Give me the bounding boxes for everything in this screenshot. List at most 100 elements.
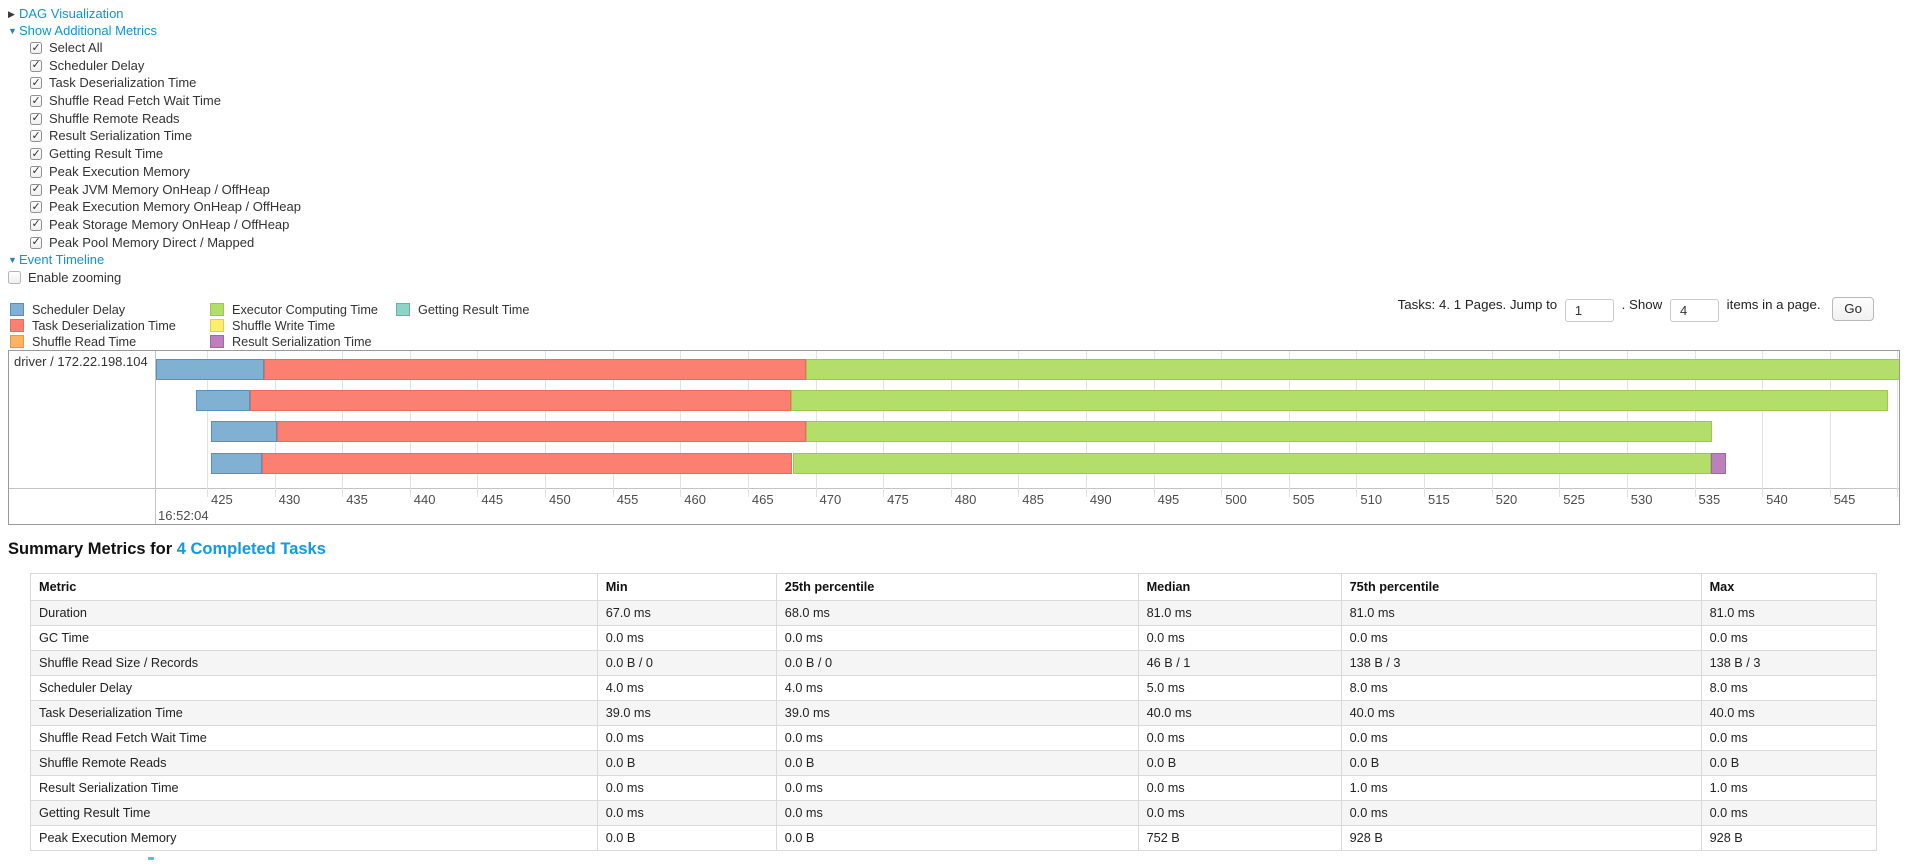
metric-value-cell: 67.0 ms xyxy=(596,600,777,626)
metric-value-cell: 138 B / 3 xyxy=(1340,650,1702,676)
task-bar-segment-executor_computing[interactable] xyxy=(806,359,1899,380)
checkbox-peak-storage-memory-onheap-offheap[interactable] xyxy=(30,217,42,232)
axis-tick-label: 520 xyxy=(1495,492,1518,507)
clipped-link-fragment xyxy=(148,857,154,860)
summary-table-row: Scheduler Delay 4.0 ms 4.0 ms 5.0 ms 8.0 ms 8… xyxy=(30,675,1878,701)
metric-value-cell: 928 B xyxy=(1340,825,1702,851)
summary-table-row: Shuffle Read Fetch Wait Time 0.0 ms 0.0 ms… xyxy=(30,725,1878,751)
task-bar-segment-task_deserialization[interactable] xyxy=(277,421,806,442)
metric-checkbox-row: Task Deserialization Time xyxy=(30,75,301,93)
metric-value-cell: 0.0 B xyxy=(1137,750,1342,776)
checkbox-label: Result Serialization Time xyxy=(49,128,193,144)
checkbox-shuffle-remote-reads[interactable] xyxy=(30,111,42,126)
checkbox-peak-execution-memory-onheap-offheap[interactable] xyxy=(30,200,42,215)
metric-value-cell: 8.0 ms xyxy=(1700,675,1878,701)
jump-to-page-input[interactable] xyxy=(1564,299,1614,322)
task-bar-segment-executor_computing[interactable] xyxy=(806,421,1712,442)
task-bar-segment-task_deserialization[interactable] xyxy=(250,390,792,411)
summary-table-row: Shuffle Read Size / Records 0.0 B / 0 0.0 … xyxy=(30,650,1878,676)
checkbox-scheduler-delay[interactable] xyxy=(30,58,42,73)
summary-table-row: Task Deserialization Time 39.0 ms 39.0 ms 4… xyxy=(30,700,1878,726)
checkbox-label: Peak JVM Memory OnHeap / OffHeap xyxy=(49,181,270,197)
metric-value-cell: 40.0 ms xyxy=(1137,700,1342,726)
metric-value-cell: 0.0 ms xyxy=(596,625,777,651)
enable-zooming-label: Enable zooming xyxy=(28,270,122,286)
task-bar-segment-scheduler_delay[interactable] xyxy=(156,359,264,380)
items-per-page-input[interactable] xyxy=(1669,299,1719,322)
show-additional-metrics-link[interactable]: Show Additional Metrics xyxy=(19,23,158,38)
metric-checkbox-row: Shuffle Remote Reads xyxy=(30,111,301,129)
checkbox-select-all[interactable] xyxy=(30,41,42,56)
chevron-down-icon: ▼ xyxy=(8,255,17,266)
task-bar-segment-result_serialization[interactable] xyxy=(1710,453,1726,474)
checkbox-shuffle-read-fetch-wait-time[interactable] xyxy=(30,94,42,109)
show-additional-metrics-toggle[interactable]: ▼ Show Additional Metrics xyxy=(8,23,301,40)
checkbox-label: Peak Execution Memory OnHeap / OffHeap xyxy=(49,199,301,215)
legend-swatch-icon xyxy=(10,303,24,316)
summary-header-cell: Min xyxy=(596,573,777,601)
task-bar-segment-executor_computing[interactable] xyxy=(791,390,1888,411)
summary-header-cell: Metric xyxy=(30,573,598,601)
summary-heading-prefix: Summary Metrics for xyxy=(8,540,177,558)
tasks-count-text: Tasks: 4. 1 Pages. Jump to xyxy=(1397,297,1558,312)
legend-swatch-icon xyxy=(10,319,24,333)
legend-label: Task Deserialization Time xyxy=(32,319,176,334)
event-timeline-link[interactable]: Event Timeline xyxy=(19,252,105,268)
legend-swatch-icon xyxy=(210,319,224,333)
summary-table-row: Duration 67.0 ms 68.0 ms 81.0 ms 81.0 ms 81.0… xyxy=(30,600,1878,626)
dag-visualization-toggle[interactable]: ▶ DAG Visualization xyxy=(8,6,301,23)
checkbox-label: Shuffle Remote Reads xyxy=(49,110,180,126)
pagination-end-text: items in a page. xyxy=(1726,297,1821,312)
metric-value-cell: 4.0 ms xyxy=(775,675,1139,701)
legend-label: Result Serialization Time xyxy=(232,335,372,350)
axis-tick-label: 480 xyxy=(954,492,977,507)
summary-header-cell: Max xyxy=(1700,573,1878,601)
summary-table-row: Getting Result Time 0.0 ms 0.0 ms 0.0 ms 0.0… xyxy=(30,800,1878,826)
checkbox-result-serialization-time[interactable] xyxy=(30,129,42,144)
metric-checkbox-row: Select All xyxy=(30,40,301,58)
axis-tick-label: 445 xyxy=(481,492,504,507)
executor-group-label: driver / 172.22.198.104 xyxy=(14,354,148,369)
task-bar-segment-task_deserialization[interactable] xyxy=(263,359,807,380)
metric-checkbox-row: Peak JVM Memory OnHeap / OffHeap xyxy=(30,182,301,200)
dag-visualization-link[interactable]: DAG Visualization xyxy=(19,6,124,21)
axis-tick-label: 500 xyxy=(1225,492,1247,507)
completed-tasks-link[interactable]: 4 Completed Tasks xyxy=(176,540,326,558)
metric-name-cell: GC Time xyxy=(30,625,598,651)
checkbox-getting-result-time[interactable] xyxy=(30,147,42,162)
axis-separator-line xyxy=(9,488,1899,489)
checkbox-peak-pool-memory-direct-mapped[interactable] xyxy=(30,235,42,250)
timeline-legend: Scheduler Delay Task Deserialization Time… xyxy=(10,303,543,352)
checkbox-label: Peak Storage Memory OnHeap / OffHeap xyxy=(49,216,290,232)
checkbox-task-deserialization-time[interactable] xyxy=(30,76,42,91)
event-timeline-chart[interactable]: driver / 172.22.198.104 425 430 435 440 445 4… xyxy=(8,350,1900,525)
axis-tick-label: 490 xyxy=(1089,492,1112,507)
metric-name-cell: Shuffle Remote Reads xyxy=(30,750,598,776)
summary-table-row: GC Time 0.0 ms 0.0 ms 0.0 ms 0.0 ms 0.0 ms xyxy=(30,625,1878,651)
group-column-border xyxy=(155,351,156,524)
legend-swatch-icon xyxy=(396,303,410,316)
legend-column: Scheduler Delay Task Deserialization Time… xyxy=(10,303,196,352)
task-bar-segment-scheduler_delay[interactable] xyxy=(196,390,251,411)
task-bar-segment-scheduler_delay[interactable] xyxy=(211,421,278,442)
checkbox-label: Scheduler Delay xyxy=(49,57,145,73)
legend-swatch-icon xyxy=(210,335,224,349)
axis-tick-label: 430 xyxy=(278,492,301,507)
task-bar-segment-task_deserialization[interactable] xyxy=(262,453,793,474)
summary-metrics-table: Metric Min 25th percentile Median 75th perce… xyxy=(30,573,1878,851)
go-button[interactable]: Go xyxy=(1832,297,1874,321)
metric-value-cell: 752 B xyxy=(1137,825,1342,851)
metric-name-cell: Shuffle Read Fetch Wait Time xyxy=(30,725,598,751)
event-timeline-toggle[interactable]: ▼ Event Timeline xyxy=(8,252,301,269)
task-bar-segment-scheduler_delay[interactable] xyxy=(211,453,263,474)
task-bar-segment-executor_computing[interactable] xyxy=(792,453,1711,474)
metric-value-cell: 0.0 ms xyxy=(1340,725,1702,751)
checkbox-peak-jvm-memory-onheap-offheap[interactable] xyxy=(30,182,42,197)
checkbox-peak-execution-memory[interactable] xyxy=(30,164,42,179)
axis-tick-label: 495 xyxy=(1157,492,1180,507)
metric-value-cell: 0.0 ms xyxy=(1340,800,1702,826)
metric-value-cell: 0.0 B xyxy=(775,750,1139,776)
enable-zooming-checkbox[interactable] xyxy=(8,271,21,285)
summary-table-header-row: Metric Min 25th percentile Median 75th perce… xyxy=(30,573,1878,601)
metric-value-cell: 5.0 ms xyxy=(1137,675,1342,701)
